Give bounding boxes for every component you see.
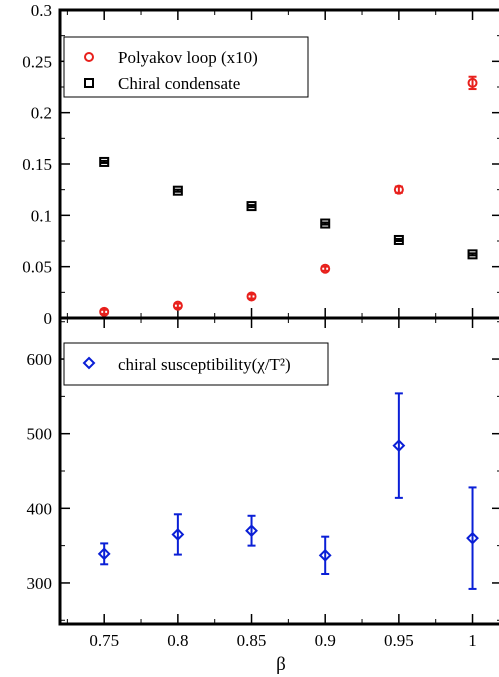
y-tick-label: 400 xyxy=(27,499,53,518)
y-tick-label: 0 xyxy=(44,309,53,328)
top-data-points xyxy=(99,75,478,317)
bottom-legend: chiral susceptibility(χ/T²) xyxy=(63,342,329,386)
legend-label-polyakov: Polyakov loop (x10) xyxy=(118,48,258,67)
data-point-susceptibility xyxy=(392,439,406,453)
bottom-legend-box xyxy=(63,342,329,386)
top-y-tick-labels: 0 0.05 0.1 0.15 0.2 0.25 0.3 xyxy=(22,1,52,328)
data-point-polyakov xyxy=(172,300,183,311)
data-point-susceptibility xyxy=(318,548,332,562)
y-tick-label: 0.25 xyxy=(22,52,52,71)
bottom-data-points xyxy=(97,392,479,590)
y-tick-label: 0.3 xyxy=(31,1,52,20)
y-tick-label: 0.1 xyxy=(31,206,52,225)
legend-label-chiral-condensate: Chiral condensate xyxy=(118,74,240,93)
x-tick-label: 0.85 xyxy=(237,631,267,650)
data-point-chiral-condensate xyxy=(393,234,404,245)
data-point-chiral-condensate xyxy=(320,218,331,229)
bottom-y-tick-labels: 300 400 500 600 xyxy=(27,350,53,593)
data-point-susceptibility xyxy=(245,524,258,538)
y-tick-label: 500 xyxy=(27,425,53,444)
data-point-polyakov xyxy=(246,291,257,302)
data-point-polyakov xyxy=(320,263,331,274)
y-tick-label: 0.15 xyxy=(22,155,52,174)
y-tick-label: 600 xyxy=(27,350,53,369)
data-point-polyakov xyxy=(393,184,404,195)
x-tick-label: 0.8 xyxy=(167,631,188,650)
top-panel: 0 0.05 0.1 0.15 0.2 0.25 0.3 Polyakov loop (x1… xyxy=(22,1,499,328)
data-point-polyakov xyxy=(99,306,110,317)
data-point-chiral-condensate xyxy=(99,156,110,167)
data-point-chiral-condensate xyxy=(246,201,257,212)
top-legend-box xyxy=(63,36,309,98)
x-tick-label: 0.95 xyxy=(384,631,414,650)
y-tick-label: 0.2 xyxy=(31,104,52,123)
bottom-y-ticks xyxy=(60,318,499,624)
legend-marker-chiral-condensate xyxy=(84,78,94,88)
y-tick-label: 0.05 xyxy=(22,258,52,277)
data-point-chiral-condensate xyxy=(172,185,183,196)
data-point-polyakov xyxy=(467,77,478,88)
x-tick-labels: 0.75 0.8 0.85 0.9 0.95 1 xyxy=(89,631,476,650)
data-point-susceptibility xyxy=(466,531,479,545)
data-point-chiral-condensate xyxy=(467,249,478,260)
data-point-susceptibility xyxy=(171,528,185,541)
x-tick-label: 0.75 xyxy=(89,631,119,650)
bottom-panel: 300 400 500 600 0.75 0.8 0.85 0.9 0.95 1 chiral … xyxy=(27,316,499,675)
x-tick-label: 0.9 xyxy=(315,631,336,650)
legend-label-susceptibility: chiral susceptibility(χ/T²) xyxy=(118,355,291,374)
x-axis-label: β xyxy=(276,654,286,675)
data-point-susceptibility xyxy=(97,547,111,561)
y-tick-label: 300 xyxy=(27,574,53,593)
legend-marker-polyakov xyxy=(84,52,94,62)
top-legend: Polyakov loop (x10) Chiral condensate xyxy=(63,36,309,98)
legend-marker-susceptibility xyxy=(82,356,96,370)
x-tick-label: 1 xyxy=(468,631,477,650)
